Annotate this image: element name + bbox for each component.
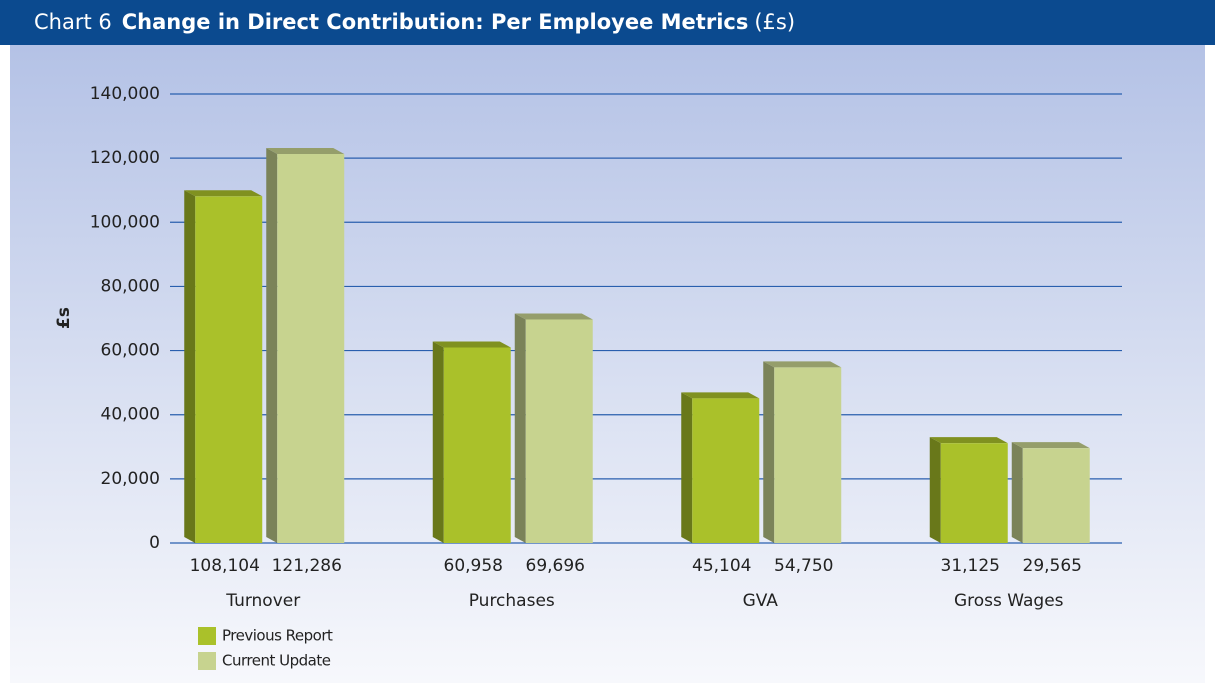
y-tick-label: 20,000 — [101, 469, 160, 489]
bar — [774, 367, 842, 543]
legend-swatch — [198, 627, 216, 645]
x-tick-label: Turnover — [225, 591, 300, 611]
bar-top — [929, 437, 1008, 444]
bar-top — [763, 361, 842, 368]
x-tick-label: Gross Wages — [954, 591, 1064, 611]
bar-side — [432, 341, 444, 543]
y-tick-label: 0 — [149, 533, 160, 553]
bar-side — [1011, 442, 1023, 543]
chart-label: Chart 6 — [34, 10, 112, 34]
value-label: 108,104 — [190, 556, 260, 576]
bar — [195, 196, 263, 543]
bar-side — [763, 361, 775, 543]
bar-side — [681, 392, 693, 543]
header — [0, 0, 1215, 45]
y-tick-label: 120,000 — [90, 148, 160, 168]
bar-top — [514, 313, 593, 320]
value-label: 69,696 — [526, 556, 585, 576]
bar — [525, 319, 593, 543]
y-tick-label: 140,000 — [90, 84, 160, 104]
value-label: 29,565 — [1023, 556, 1082, 576]
value-label: 45,104 — [692, 556, 751, 576]
value-label: 60,958 — [444, 556, 503, 576]
y-tick-label: 60,000 — [101, 341, 160, 361]
bar-top — [1011, 442, 1090, 449]
bar-top — [432, 341, 511, 348]
bar-top — [681, 392, 760, 399]
bar — [277, 154, 345, 543]
legend-swatch — [198, 652, 216, 670]
bar — [692, 398, 760, 543]
value-label: 54,750 — [774, 556, 833, 576]
y-tick-label: 100,000 — [90, 212, 160, 232]
x-tick-label: GVA — [743, 591, 779, 611]
value-label: 31,125 — [941, 556, 1000, 576]
y-tick-label: 80,000 — [101, 276, 160, 296]
title: Change in Direct Contribution: Per Emplo… — [122, 10, 749, 34]
bar-side — [514, 313, 526, 543]
y-axis-label: £s — [54, 307, 74, 329]
bar-top — [184, 190, 263, 197]
bar-side — [184, 190, 196, 543]
bar-side — [929, 437, 941, 543]
bar-side — [266, 148, 278, 543]
bar-top — [266, 148, 345, 155]
chart-title: Chart 6 Change in Direct Contribution: Pe… — [34, 10, 795, 34]
title-unit: (£s) — [754, 10, 795, 34]
legend-label: Current Update — [222, 652, 331, 670]
value-label: 121,286 — [272, 556, 342, 576]
legend-label: Previous Report — [222, 627, 333, 645]
bar — [443, 347, 511, 543]
bar — [1022, 448, 1090, 543]
x-tick-label: Purchases — [469, 591, 555, 611]
bar — [940, 443, 1008, 543]
y-tick-label: 40,000 — [101, 405, 160, 425]
